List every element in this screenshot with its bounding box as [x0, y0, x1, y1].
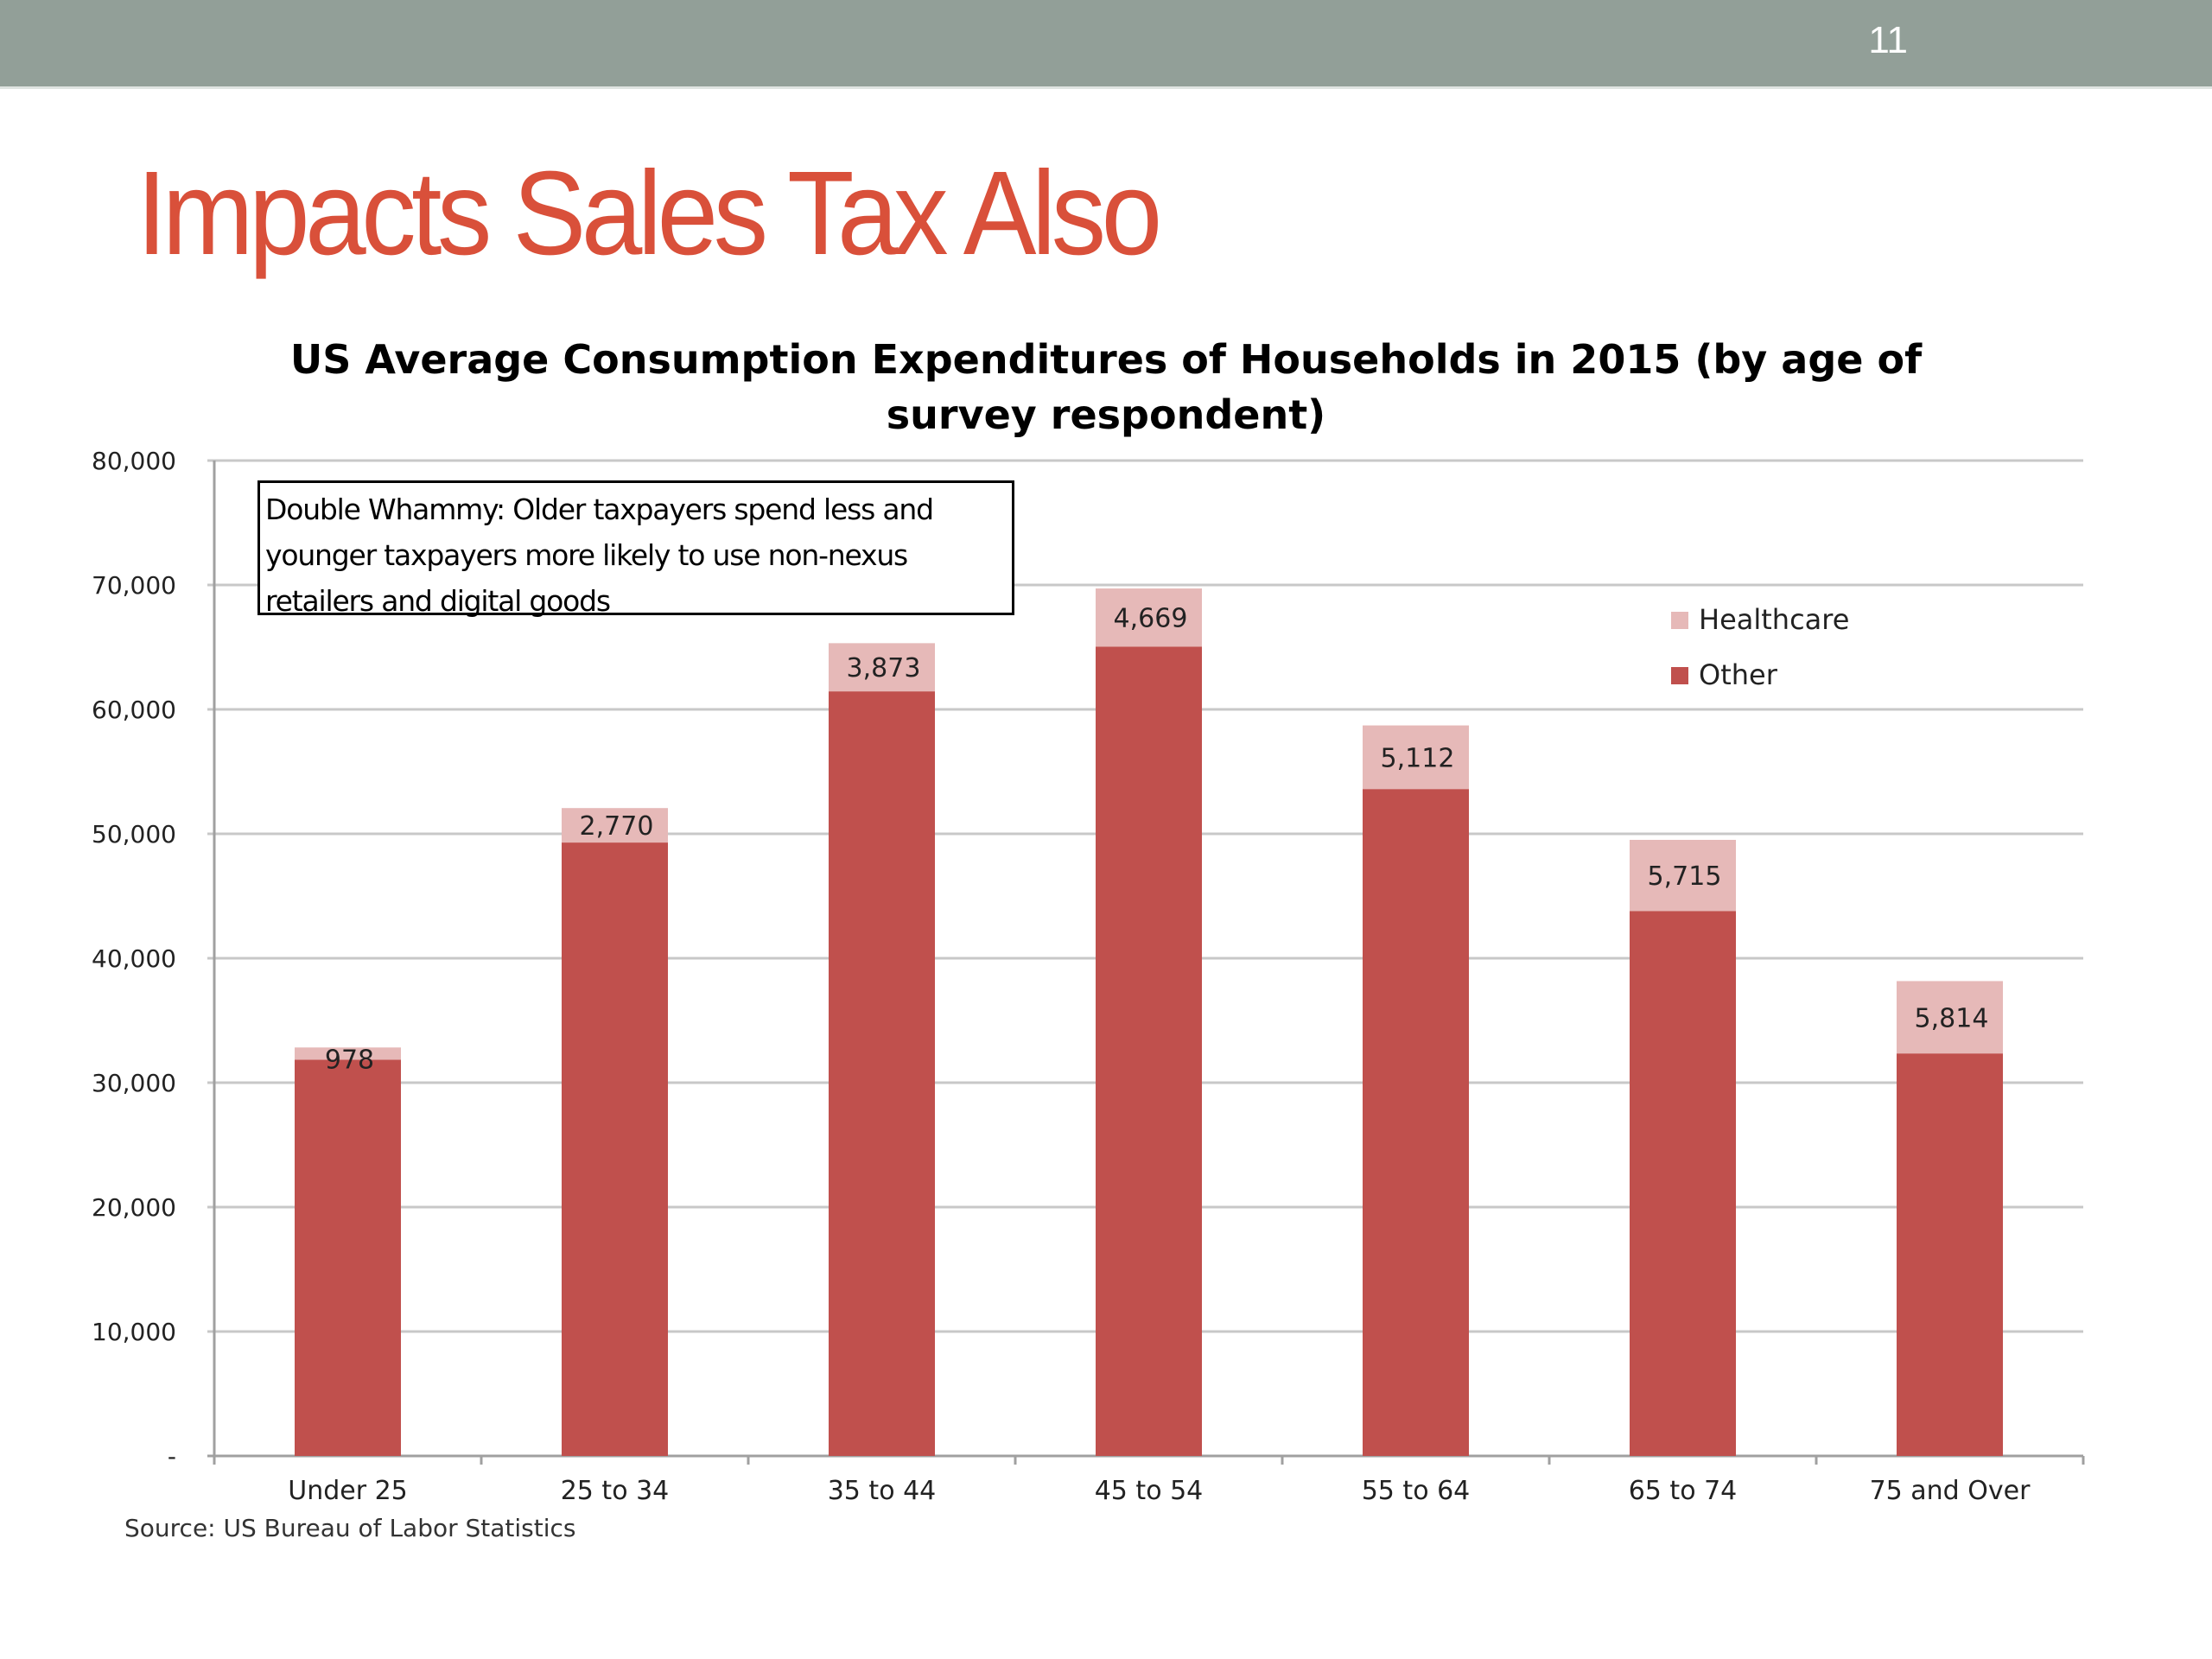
annotation-box: Double Whammy: Older taxpayers spend les… — [257, 480, 1014, 618]
bar-healthcare — [1096, 588, 1202, 647]
data-label-healthcare: 5,112 — [1381, 743, 1455, 773]
y-tick-label: 60,000 — [92, 696, 176, 724]
bar-other — [1630, 911, 1736, 1456]
bar-other — [295, 1059, 401, 1456]
x-tick-label: 35 to 44 — [828, 1476, 937, 1506]
y-tick-label: 40,000 — [92, 944, 176, 973]
y-tick-label: 50,000 — [92, 820, 176, 849]
bar-other — [1363, 789, 1469, 1456]
x-tick-label: 55 to 64 — [1362, 1476, 1471, 1506]
legend-swatch-other — [1671, 667, 1688, 684]
x-tick-label: 65 to 74 — [1629, 1476, 1738, 1506]
bar-healthcare — [295, 1047, 401, 1060]
chart-title: US Average Consumption Expenditures of H… — [289, 336, 1923, 438]
x-tick-label: 45 to 54 — [1095, 1476, 1204, 1506]
data-label-healthcare: 4,669 — [1114, 604, 1188, 634]
bar-other — [829, 691, 935, 1456]
y-tick-label: 30,000 — [92, 1069, 176, 1097]
bar-healthcare — [1630, 839, 1736, 912]
bar-other — [1897, 1053, 2003, 1456]
y-tick-label: 80,000 — [92, 447, 176, 475]
bar-healthcare — [1897, 981, 2003, 1054]
y-tick-label: 70,000 — [92, 571, 176, 600]
bar-other — [1096, 646, 1202, 1456]
slide-title: Impacts Sales Tax Also — [137, 147, 1162, 280]
bar-healthcare — [562, 808, 668, 843]
data-label-healthcare: 3,873 — [847, 653, 921, 683]
bar-healthcare — [1363, 725, 1469, 790]
data-label-healthcare: 5,814 — [1915, 1003, 1989, 1033]
y-tick-label: 20,000 — [92, 1193, 176, 1222]
legend-swatch-healthcare — [1671, 612, 1688, 629]
legend-label-healthcare: Healthcare — [1699, 603, 1849, 636]
legend-label-other: Other — [1699, 658, 1778, 691]
data-label-healthcare: 978 — [325, 1045, 374, 1075]
source-note: Source: US Bureau of Labor Statistics — [124, 1514, 576, 1542]
y-tick-label: 10,000 — [92, 1318, 176, 1346]
x-tick-label: Under 25 — [288, 1476, 408, 1506]
x-tick-label: 25 to 34 — [561, 1476, 670, 1506]
bar-other — [562, 842, 668, 1456]
bar-healthcare — [829, 643, 935, 692]
data-label-healthcare: 2,770 — [580, 811, 654, 842]
x-tick-label: 75 and Over — [1870, 1476, 2031, 1506]
data-label-healthcare: 5,715 — [1648, 861, 1722, 892]
slide-number: 11 — [1868, 19, 1908, 61]
y-tick-label: - — [168, 1442, 176, 1471]
header-bar: 11 — [0, 0, 2212, 89]
